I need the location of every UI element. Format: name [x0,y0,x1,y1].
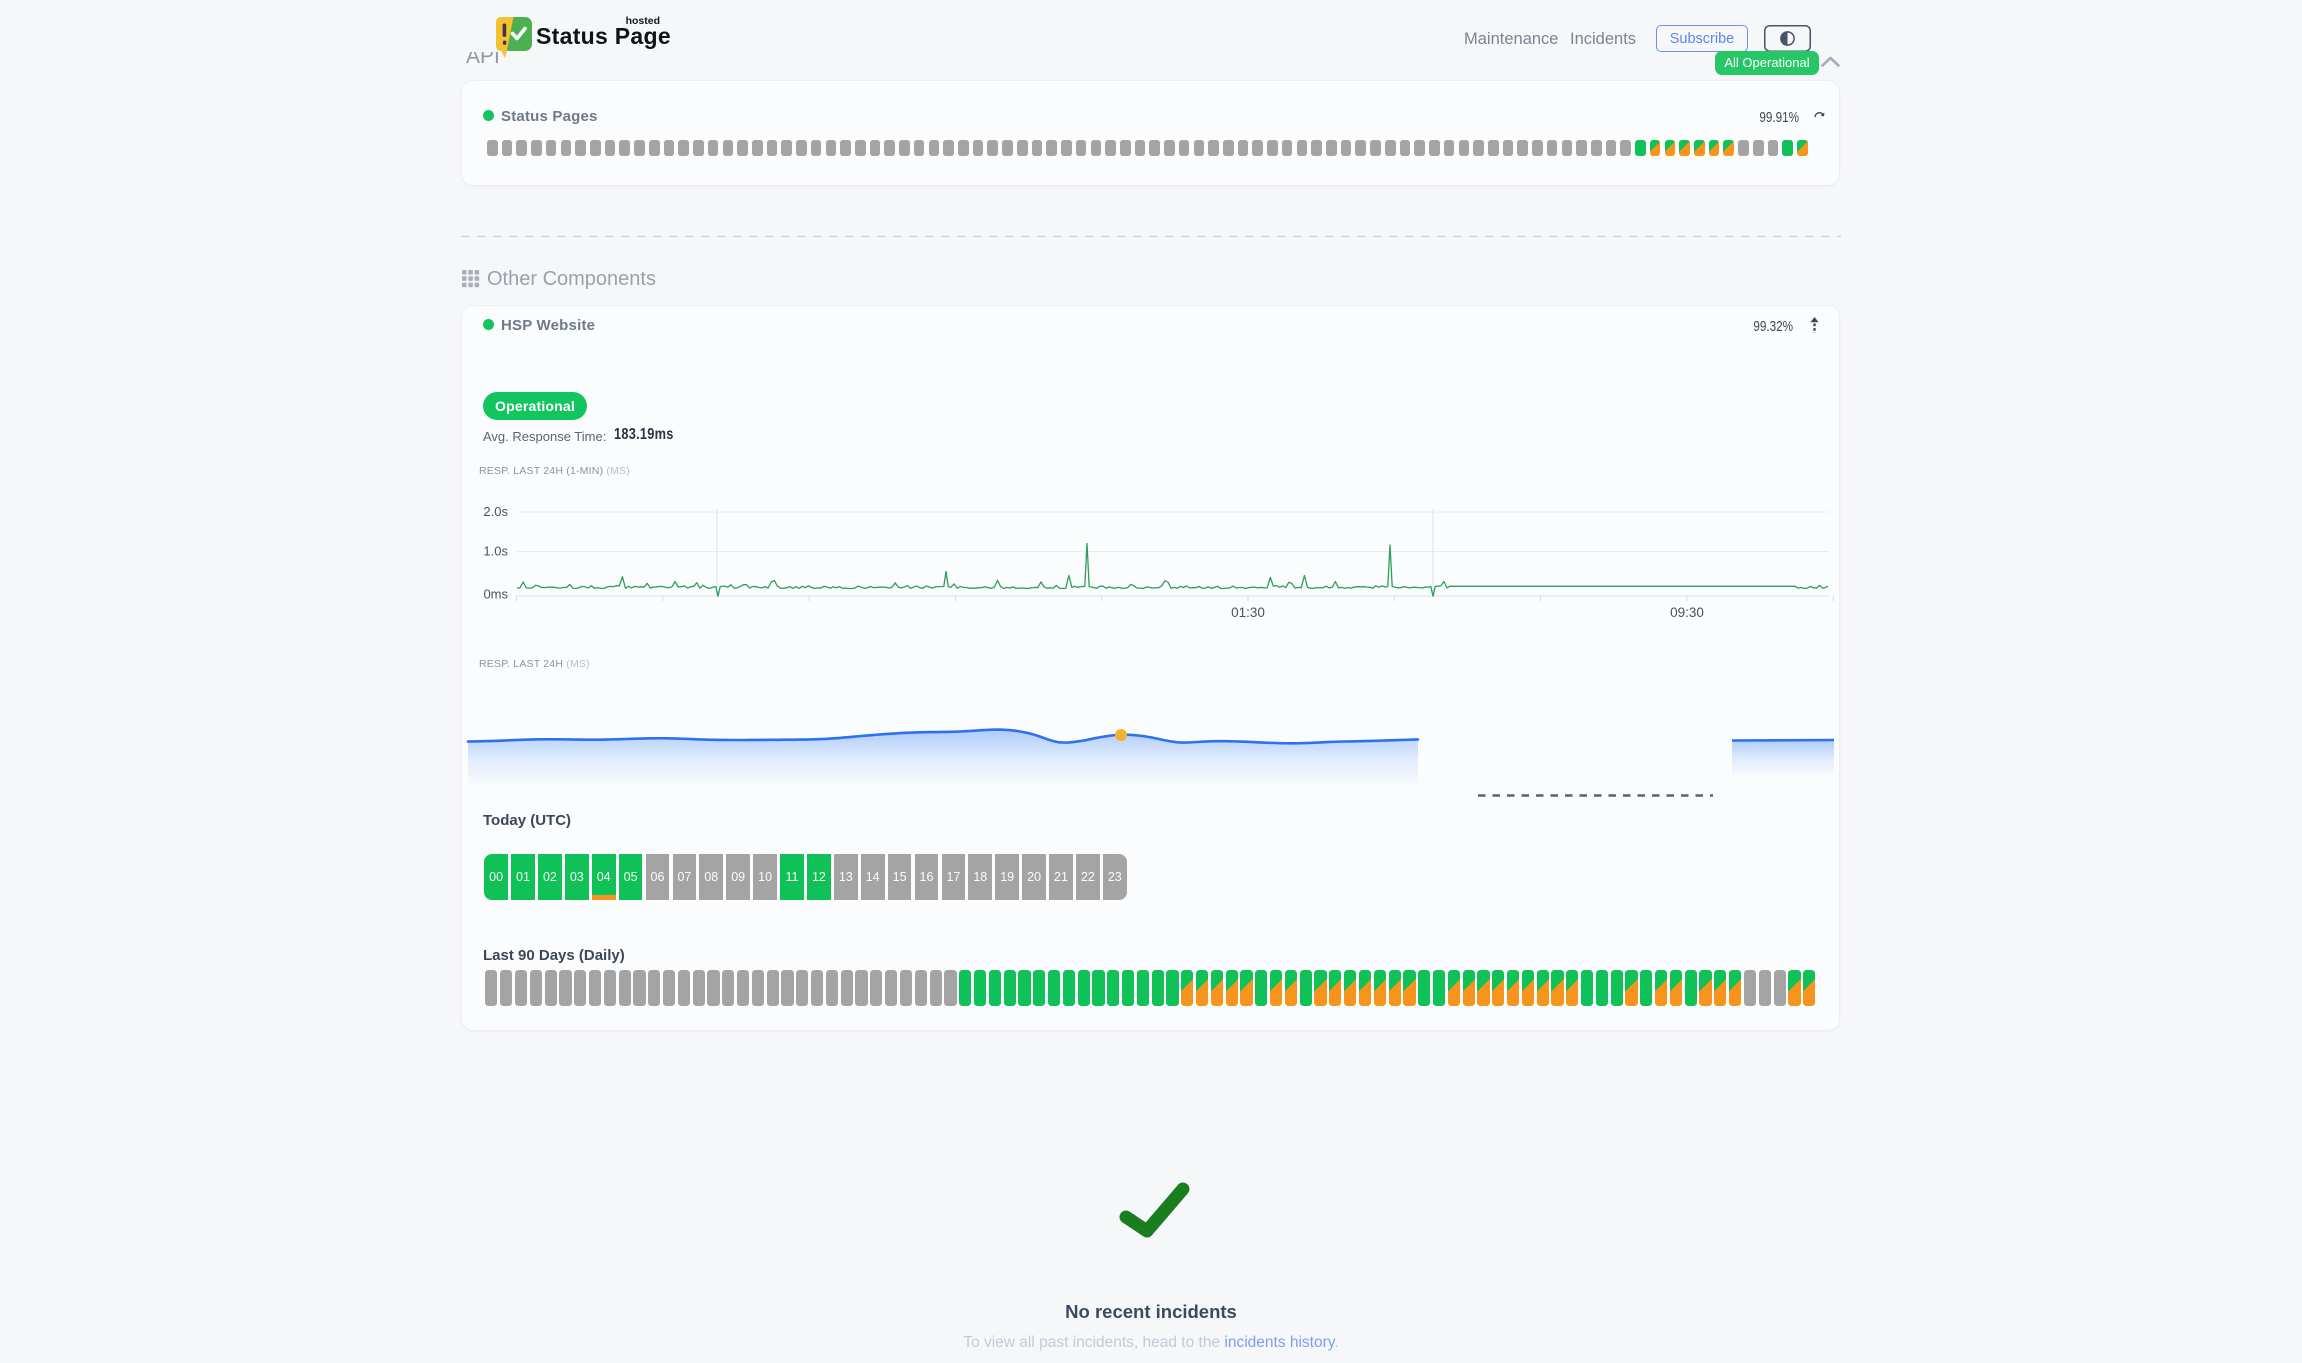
svg-text:09:30: 09:30 [1670,605,1704,620]
svg-text:2.0s: 2.0s [483,504,508,519]
svg-text:01:30: 01:30 [1231,605,1265,620]
svg-text:0ms: 0ms [483,587,508,602]
svg-text:1.0s: 1.0s [483,544,508,559]
